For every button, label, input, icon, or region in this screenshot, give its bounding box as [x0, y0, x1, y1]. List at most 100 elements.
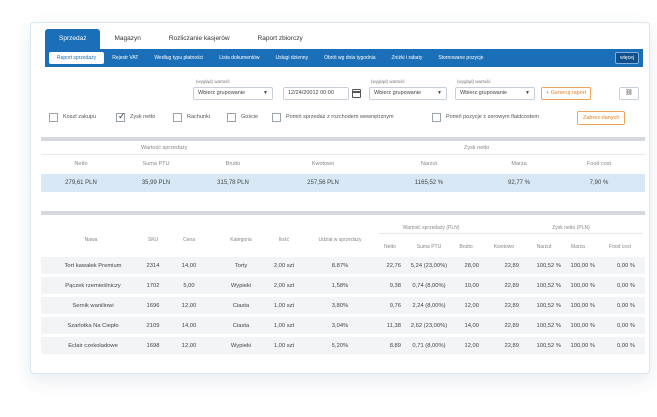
generate-report-button[interactable]: + Generuj raport [541, 87, 592, 100]
section-divider [41, 137, 645, 141]
summary-narzut: 1165,52 % [414, 180, 444, 186]
summary-suma-ptu: 35,99 PLN [141, 180, 171, 186]
cell-food-cost: 0,00 % [616, 303, 635, 309]
cell-sku: 2109 [146, 323, 160, 329]
cell-food-cost: 0,00 % [616, 283, 635, 289]
table-row[interactable] [41, 337, 645, 355]
summary-marza: 92,77 % [507, 180, 531, 186]
group2-select[interactable]: Wbierz grupowanie ▼ [369, 87, 447, 100]
group3-label: (wygląd) wartość [457, 79, 491, 84]
checkbox-koszt-zakupu[interactable] [49, 113, 58, 122]
subtab-lista-dokumentow[interactable]: Lista dokumentów [219, 55, 260, 61]
checkbox-pomin-zerowe-label: Pomiń pozycje z zerowym flaidcostem [446, 114, 539, 120]
detail-col-nawa: Nawa [84, 237, 98, 243]
cell-sku: 1702 [146, 283, 160, 289]
table-row[interactable] [41, 297, 645, 315]
cell-netto: 8,89 [389, 343, 401, 349]
group1-select[interactable]: Wbierz grupowanie ▼ [193, 87, 273, 100]
table-row[interactable] [41, 317, 645, 335]
cell-narzut: 100,52 % [536, 263, 562, 269]
cell-udzial: 1,58% [331, 283, 349, 289]
detail-col-brutto: Brutto [459, 244, 473, 250]
table-row[interactable] [41, 257, 645, 275]
summary-header-line [41, 154, 645, 155]
more-button[interactable]: więcej [615, 52, 639, 64]
cell-marza: 100,00 % [570, 263, 596, 269]
summary-col-marza: Marża [511, 161, 527, 167]
cell-brutto: 10,00 [464, 283, 479, 289]
detail-col-kwotowo: Kwotowo [493, 244, 515, 250]
subtab-obrot-wg-dnia[interactable]: Obrót wg dnia tygodnia [324, 55, 376, 61]
cell-udzial: 8,87% [331, 263, 349, 269]
summary-group-sales: Wartość sprzedaży [141, 145, 188, 151]
detail-col-food-cost: Food cost [609, 244, 631, 250]
cell-ilosc: 2,00 szt [273, 283, 295, 289]
table-row[interactable] [41, 277, 645, 295]
detail-col-udzial: Udział w sprzedaży [318, 237, 362, 243]
subtab-wedlug-typu-platnosci[interactable]: Według typu płatności [154, 55, 204, 61]
cell-netto: 9,76 [389, 303, 401, 309]
detail-group-profit: Zysk netto (PLN) [552, 225, 590, 231]
cell-brutto: 12,00 [464, 303, 479, 309]
subtab-raport-sprzedazy[interactable]: Raport sprzedaży [49, 52, 105, 64]
checkbox-pomin-rozchod-label: Pomiń sprzedaż z rozchodem wewnętrznym [286, 114, 394, 120]
subtab-stornowane-pozycje[interactable]: Stornowane pozycje [438, 55, 484, 61]
checkbox-zysk-netto[interactable] [116, 111, 126, 122]
cell-narzut: 100,52 % [536, 343, 562, 349]
checkbox-pomin-rozchod[interactable] [272, 113, 281, 122]
summary-col-kwotowo: Kwotowo [311, 161, 335, 167]
detail-col-netto: Netto [384, 244, 396, 250]
cell-suma-ptu: 0,74 (8,00%) [412, 283, 446, 289]
cell-nawa: Sernik waniliowi [72, 303, 114, 309]
summary-col-netto: Netto [74, 161, 88, 167]
summary-col-suma-ptu: Suma PTU [142, 161, 170, 167]
cell-narzut: 100,52 % [536, 303, 562, 309]
detail-col-kategoria: Kategoria [230, 237, 252, 243]
cell-cena: 12,00 [181, 343, 197, 349]
checkbox-rachunki-label: Rachunki [187, 114, 210, 120]
cell-suma-ptu: 0,71 (8,00%) [412, 343, 446, 349]
subtab-znizki-rabaty[interactable]: Zniżki i rabaty [391, 55, 423, 61]
checkbox-rachunki[interactable] [173, 113, 182, 122]
checkbox-zysk-netto-label: Zysk netto [130, 114, 156, 120]
cell-kwotowo: 22,89 [504, 323, 519, 329]
subtab-uslugi-dzienny[interactable]: Usługi dzienny [275, 55, 309, 61]
save-data-button[interactable]: Zabrez danych [577, 111, 626, 125]
subtab-rejestr-vat[interactable]: Rejestr VAT [112, 55, 139, 61]
date-input[interactable]: 12/24/20012 00:00 [283, 87, 349, 100]
cell-suma-ptu: 2,24 (8,00%) [412, 303, 446, 309]
cell-cena: 14,00 [181, 263, 197, 269]
checkbox-pomin-zerowe[interactable] [432, 113, 441, 122]
calendar-icon[interactable] [352, 89, 361, 98]
cell-brutto: 28,00 [464, 263, 479, 269]
detail-col-marza: Marża [571, 244, 585, 250]
detail-col-narzut: Narzut [536, 244, 552, 250]
tab-magazyn[interactable]: Magazyn [114, 35, 141, 42]
tab-raport-zbiorczy[interactable]: Raport zbiorczy [257, 35, 303, 42]
report-subtabs: Raport sprzedaży Rejestr VAT Według typu… [45, 49, 643, 67]
cell-kwotowo: 22,89 [504, 263, 519, 269]
detail-group-sales: Wartość sprzedaży (PLN) [402, 225, 460, 231]
cell-kategoria: Ciasta [232, 323, 250, 329]
tab-rozliczanie-kasjerow[interactable]: Rozliczanie kasjerów [168, 35, 230, 42]
link-icon[interactable]: ⛓ [619, 87, 639, 100]
chevron-down-icon: ▼ [437, 90, 442, 96]
cell-kategoria: Wypieki [230, 343, 252, 349]
detail-col-suma-ptu: Suma PTU [416, 244, 442, 250]
cell-ilosc: 1,00 szt [273, 343, 295, 349]
cell-kategoria: Wypieki [230, 283, 252, 289]
cell-nawa: Pączek rzemieślniczy [65, 283, 121, 289]
cell-nawa: Szarlotka Na Ciepło [67, 323, 119, 329]
summary-col-brutto: Brutto [225, 161, 241, 167]
cell-brutto: 14,00 [464, 323, 479, 329]
cell-kategoria: Ciasta [232, 303, 250, 309]
cell-suma-ptu: 5,24 (23,00%) [410, 263, 448, 269]
group3-select[interactable]: Wbierz grupowanie ▼ [455, 87, 535, 100]
tab-sprzedaz[interactable]: Sprzedaż [45, 29, 101, 49]
cell-netto: 22,76 [386, 263, 401, 269]
detail-col-sku: SKU [147, 237, 159, 243]
summary-brutto: 315,78 PLN [217, 180, 249, 186]
group3-select-value: Wbierz grupowanie [460, 90, 508, 96]
checkbox-goscie[interactable] [227, 113, 236, 122]
cell-kwotowo: 22,89 [504, 303, 519, 309]
